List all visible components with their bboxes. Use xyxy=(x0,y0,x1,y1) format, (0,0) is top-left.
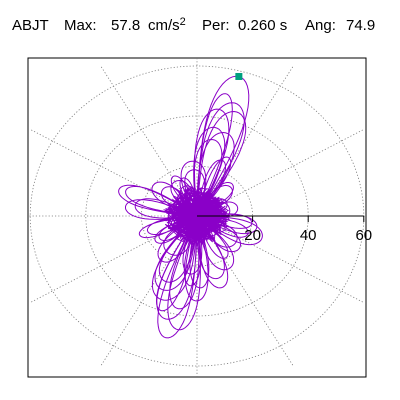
trace-core xyxy=(162,186,231,247)
period-value: 0.260 s xyxy=(238,17,288,34)
radial-tick-label: 40 xyxy=(300,227,317,244)
radial-axis xyxy=(197,215,365,222)
radial-tick-label: 20 xyxy=(244,227,261,244)
plot-header: ABJT Max: 57.8 cm/s2 Per: 0.260 s Ang: 7… xyxy=(0,0,400,46)
max-label: Max: xyxy=(64,17,97,34)
grid-spoke xyxy=(196,215,294,366)
grid-spoke xyxy=(30,129,198,217)
station-code: ABJT xyxy=(12,17,49,34)
grid-spoke xyxy=(196,66,294,217)
angle-label: Ang: xyxy=(305,17,336,34)
max-unit: cm/s2 xyxy=(148,16,186,35)
period-label: Per: xyxy=(202,17,230,34)
max-unit-text: cm/s xyxy=(148,17,180,34)
particle-motion-trace xyxy=(118,75,263,339)
peak-marker xyxy=(235,72,243,80)
grid-spoke xyxy=(196,215,364,303)
grid-spoke xyxy=(30,215,198,303)
radial-tick-label: 60 xyxy=(355,227,372,244)
angle-value: 74.9 xyxy=(346,17,376,34)
grid-spoke xyxy=(196,129,364,217)
max-value: 57.8 xyxy=(111,17,141,34)
grid-spoke xyxy=(100,66,198,217)
max-unit-exponent: 2 xyxy=(179,16,186,28)
peak-marker-group xyxy=(235,72,243,80)
radial-tick-labels: 20 40 60 xyxy=(244,227,372,244)
